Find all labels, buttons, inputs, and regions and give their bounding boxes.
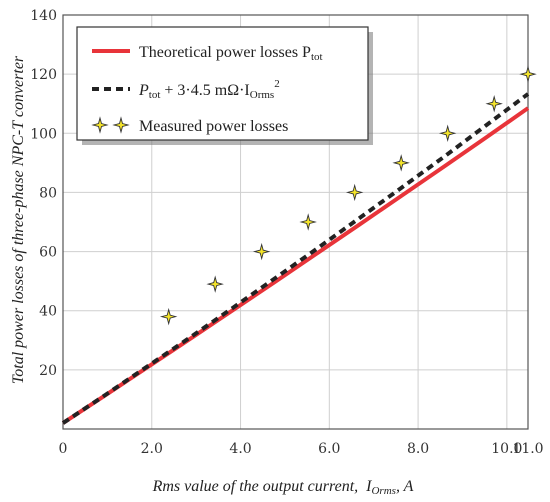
x-tick-labels: 0 2.0 4.0 6.0 8.0 10.011.0 (59, 441, 544, 457)
x-tick-label: 0 (59, 441, 68, 457)
legend-label-theoretical: Theoretical power losses Ptot (139, 44, 323, 63)
corrected-losses-line (61, 92, 530, 425)
x-tick-label: 4.0 (229, 441, 251, 457)
measured-point (345, 183, 364, 202)
y-tick-label: 140 (30, 8, 57, 24)
x-tick-label: 2.0 (141, 441, 163, 457)
y-axis-title: Total power losses of three-phase NPC-T … (10, 55, 27, 384)
y-tick-label: 20 (39, 363, 57, 379)
measured-point (438, 124, 457, 143)
measured-point (252, 242, 271, 261)
measured-point (485, 94, 503, 113)
theoretical-losses-line (61, 106, 530, 425)
y-tick-label: 40 (39, 304, 57, 320)
legend-swatch-measured (91, 116, 130, 134)
legend-star (91, 116, 109, 134)
legend-label-measured: Measured power losses (139, 118, 288, 135)
plot-frame (62, 14, 529, 430)
legend-box (76, 26, 369, 141)
x-axis-title: Rms value of the output current, IOrms, … (152, 478, 414, 497)
x-tick-label: 8.0 (407, 441, 429, 457)
y-tick-labels: 20 40 60 80 100 120 140 (30, 8, 57, 379)
x-tick-label: 10.0 (491, 441, 522, 457)
measured-point (392, 154, 410, 172)
legend-label-corrected: Ptot + 3·4.5 mΩ·IOrms2 (138, 78, 280, 101)
y-tick-label: 80 (39, 185, 57, 201)
measured-point (299, 213, 317, 231)
x-tick-label: 6.0 (318, 441, 340, 457)
measured-point (206, 275, 224, 293)
measured-point (159, 307, 178, 326)
y-tick-label: 100 (30, 126, 57, 142)
y-tick-label: 120 (30, 67, 57, 83)
x-tick-label: 11.0 (512, 441, 543, 457)
legend-star (112, 116, 130, 134)
y-tick-label: 60 (39, 245, 57, 261)
series-layer (61, 65, 537, 425)
measured-point (519, 65, 537, 83)
legend: Theoretical power losses Ptot Ptot + 3·4… (76, 26, 373, 145)
